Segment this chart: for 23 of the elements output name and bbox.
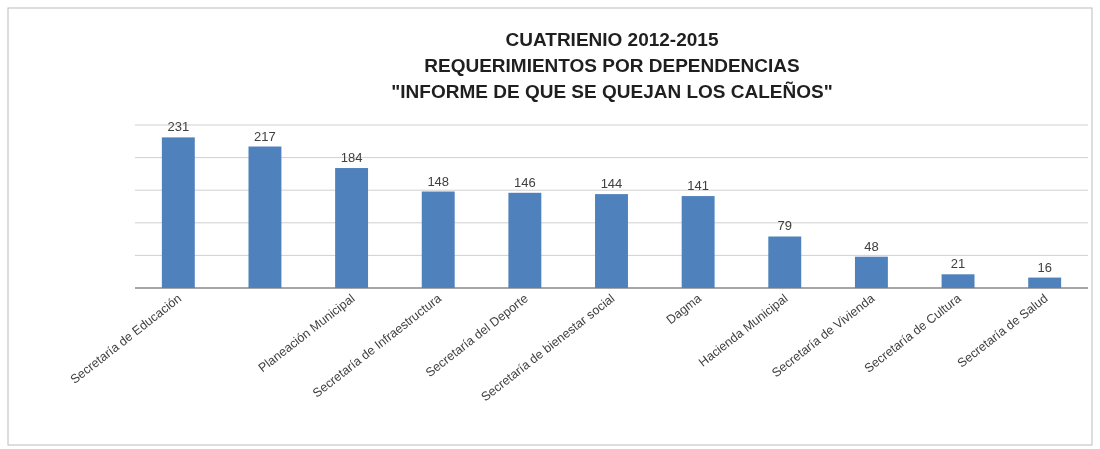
data-label: 146 (514, 174, 536, 190)
data-label: 148 (427, 173, 450, 189)
bar (1028, 277, 1062, 288)
bar (248, 146, 282, 288)
data-label: 184 (340, 150, 363, 166)
data-label: 144 (600, 176, 623, 192)
data-label: 217 (254, 128, 276, 144)
data-label: 231 (167, 119, 190, 135)
data-label: 141 (687, 178, 709, 194)
bar (768, 236, 802, 288)
bar (421, 191, 455, 288)
bar (941, 274, 975, 288)
data-label: 79 (777, 218, 793, 234)
bar (335, 168, 369, 288)
bar (508, 192, 542, 288)
bar (681, 196, 715, 288)
data-label: 48 (864, 238, 879, 254)
bar (854, 256, 888, 288)
chart-title: CUATRIENIO 2012-2015 REQUERIMIENTOS POR DEPENDENCIAS "INFORME DE QUE SE QUEJAN LOS CALEÑOS" (391, 29, 833, 102)
data-label: 21 (950, 256, 966, 272)
bar (595, 194, 628, 288)
data-label: 16 (1037, 259, 1052, 275)
bar (161, 137, 195, 288)
